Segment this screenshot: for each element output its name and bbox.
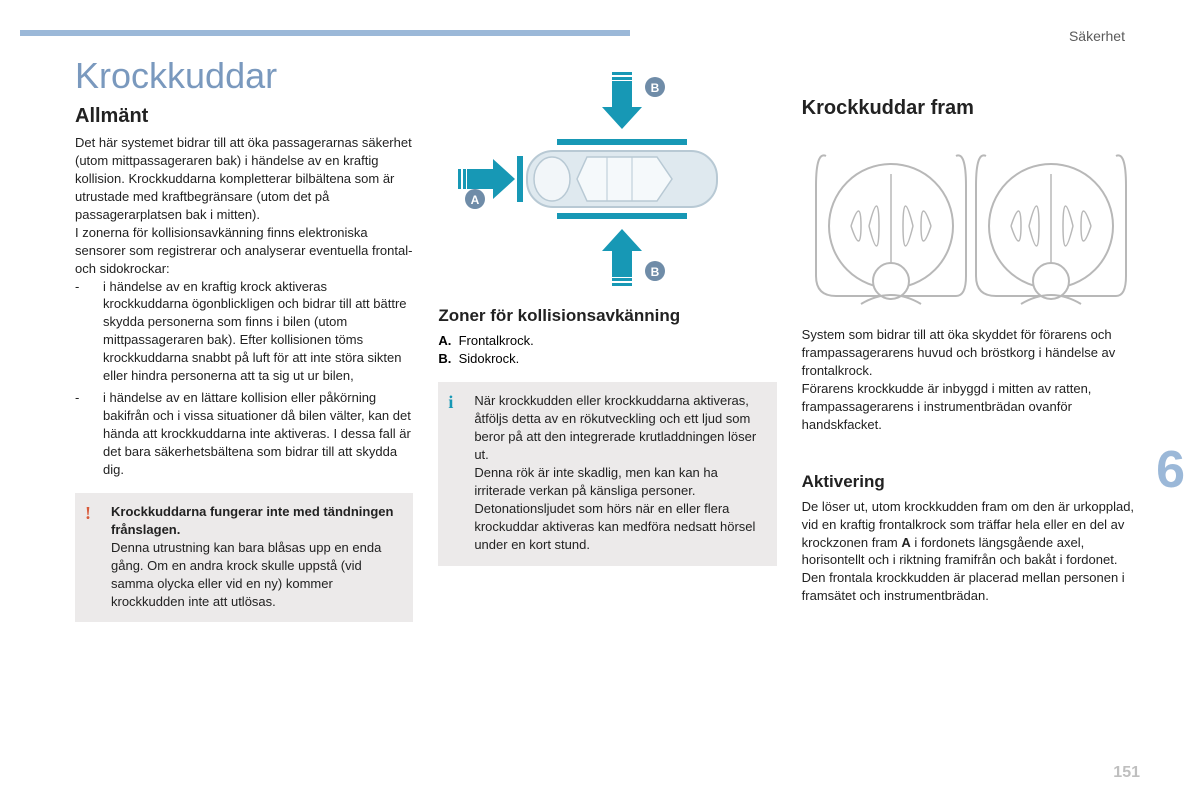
activation-p1: De löser ut, utom krockkudden fram om de… bbox=[802, 498, 1140, 570]
label-b-bottom: B bbox=[651, 265, 660, 279]
warning-icon: ! bbox=[85, 503, 91, 524]
warning-lead: Krockkuddarna fungerar inte med tändning… bbox=[111, 504, 393, 537]
info-icon: i bbox=[448, 392, 453, 413]
heading-zones: Zoner för kollisionsavkänning bbox=[438, 306, 776, 326]
column-middle: A B B Zoner för kollisionsavk bbox=[438, 55, 776, 622]
heading-general: Allmänt bbox=[75, 105, 413, 128]
label-b-top: B bbox=[651, 81, 660, 95]
section-label: Säkerhet bbox=[1069, 28, 1125, 44]
list-item: i händelse av en kraftig krock aktiveras… bbox=[75, 278, 413, 386]
info-body: När krockkudden eller krockkuddarna akti… bbox=[474, 392, 764, 553]
chapter-number: 6 bbox=[1156, 440, 1185, 500]
page-title: Krockkuddar bbox=[75, 55, 413, 97]
front-airbag-p2: Förarens krockkudde är inbyggd i mitten … bbox=[802, 380, 1140, 434]
warning-body: Denna utrustning kan bara blåsas upp en … bbox=[111, 539, 401, 611]
front-airbag-diagram bbox=[802, 126, 1140, 316]
bullet-list: i händelse av en kraftig krock aktiveras… bbox=[75, 278, 413, 479]
label-a: A bbox=[471, 193, 480, 207]
column-left: Krockkuddar Allmänt Det här systemet bid… bbox=[75, 55, 413, 622]
page-content: Krockkuddar Allmänt Det här systemet bid… bbox=[75, 55, 1140, 622]
legend-item: B. Sidokrock. bbox=[438, 350, 776, 368]
collision-zones-diagram: A B B bbox=[438, 61, 776, 296]
column-right: Krockkuddar fram bbox=[802, 55, 1140, 622]
activation-p2: Den frontala krockkudden är placerad mel… bbox=[802, 569, 1140, 605]
intro-paragraph-2: I zonerna för kollisionsavkänning finns … bbox=[75, 224, 413, 278]
intro-paragraph-1: Det här systemet bidrar till att öka pas… bbox=[75, 134, 413, 224]
accent-bar bbox=[20, 30, 630, 36]
list-item: i händelse av en lättare kollision eller… bbox=[75, 389, 413, 479]
heading-activation: Aktivering bbox=[802, 472, 1140, 492]
warning-box: ! Krockkuddarna fungerar inte med tändni… bbox=[75, 493, 413, 623]
legend-item: A. Frontalkrock. bbox=[438, 332, 776, 350]
page-number: 151 bbox=[1113, 764, 1140, 782]
heading-front-airbags: Krockkuddar fram bbox=[802, 97, 1140, 120]
front-airbag-p1: System som bidrar till att öka skyddet f… bbox=[802, 326, 1140, 380]
info-box: i När krockkudden eller krockkuddarna ak… bbox=[438, 382, 776, 565]
